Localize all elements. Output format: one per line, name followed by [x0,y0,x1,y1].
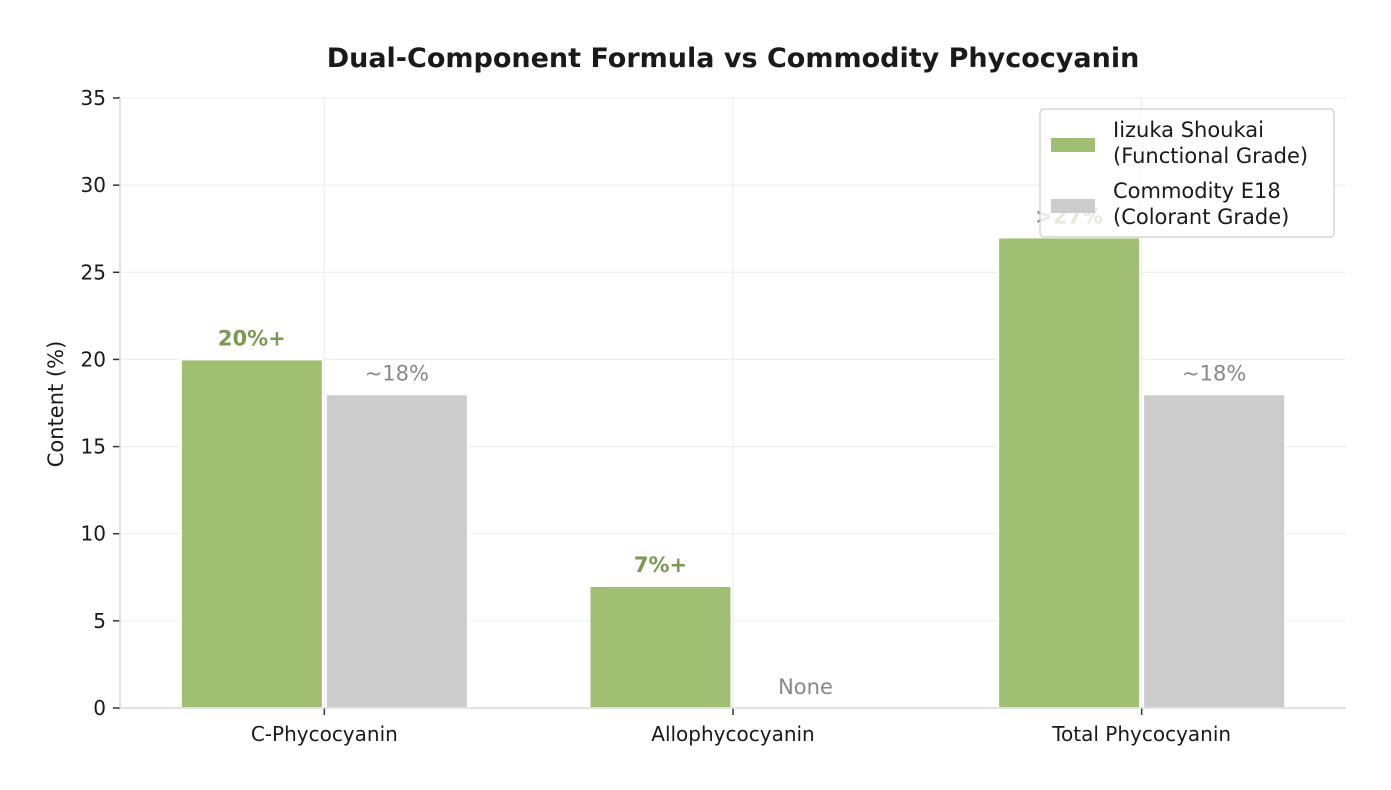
y-tick-label: 30 [81,173,106,197]
y-axis-label: Content (%) [44,341,68,468]
bar-series-1 [179,358,324,709]
bar-value-label: 7%+ [634,553,687,577]
legend-entry-label: (Colorant Grade) [1113,205,1289,229]
bar-series-2 [324,393,469,709]
axes: 0 5 10 15 20 25 30 35 C-Phycocyanin Allophycocyan… [81,86,1346,746]
legend-entry-label: (Functional Grade) [1113,144,1308,168]
y-tick-label: 15 [81,435,106,459]
bar-value-label: None [778,675,833,699]
legend-entry-label: Commodity E18 [1113,179,1281,203]
y-tick-label: 35 [81,86,106,110]
y-tick-label: 20 [81,347,106,371]
bar-value-label: ~18% [1182,361,1246,385]
x-tick-label: Total Phycocyanin [1051,722,1231,746]
x-tick-label: C-Phycocyanin [251,722,398,746]
chart-title: Dual-Component Formula vs Commodity Phyc… [327,43,1140,74]
y-tick-label: 10 [81,522,106,546]
bar-series-2 [1142,393,1287,709]
bar-series-1 [588,585,733,709]
bars [179,236,1287,710]
legend: Iizuka Shoukai(Functional Grade) Commodit… [1039,108,1335,238]
legend-swatch-series-2 [1051,199,1095,213]
y-tick-label: 25 [81,260,106,284]
legend-entry-label: Iizuka Shoukai [1113,118,1264,142]
bar-series-1 [997,236,1142,710]
y-tick-label: 0 [93,696,106,720]
y-tick-label: 5 [93,609,106,633]
legend-frame [1039,108,1335,238]
x-tick-label: Allophycocyanin [651,722,814,746]
bar-value-label: 20%+ [218,326,286,350]
bar-value-label: ~18% [365,361,429,385]
legend-swatch-series-1 [1051,138,1095,152]
